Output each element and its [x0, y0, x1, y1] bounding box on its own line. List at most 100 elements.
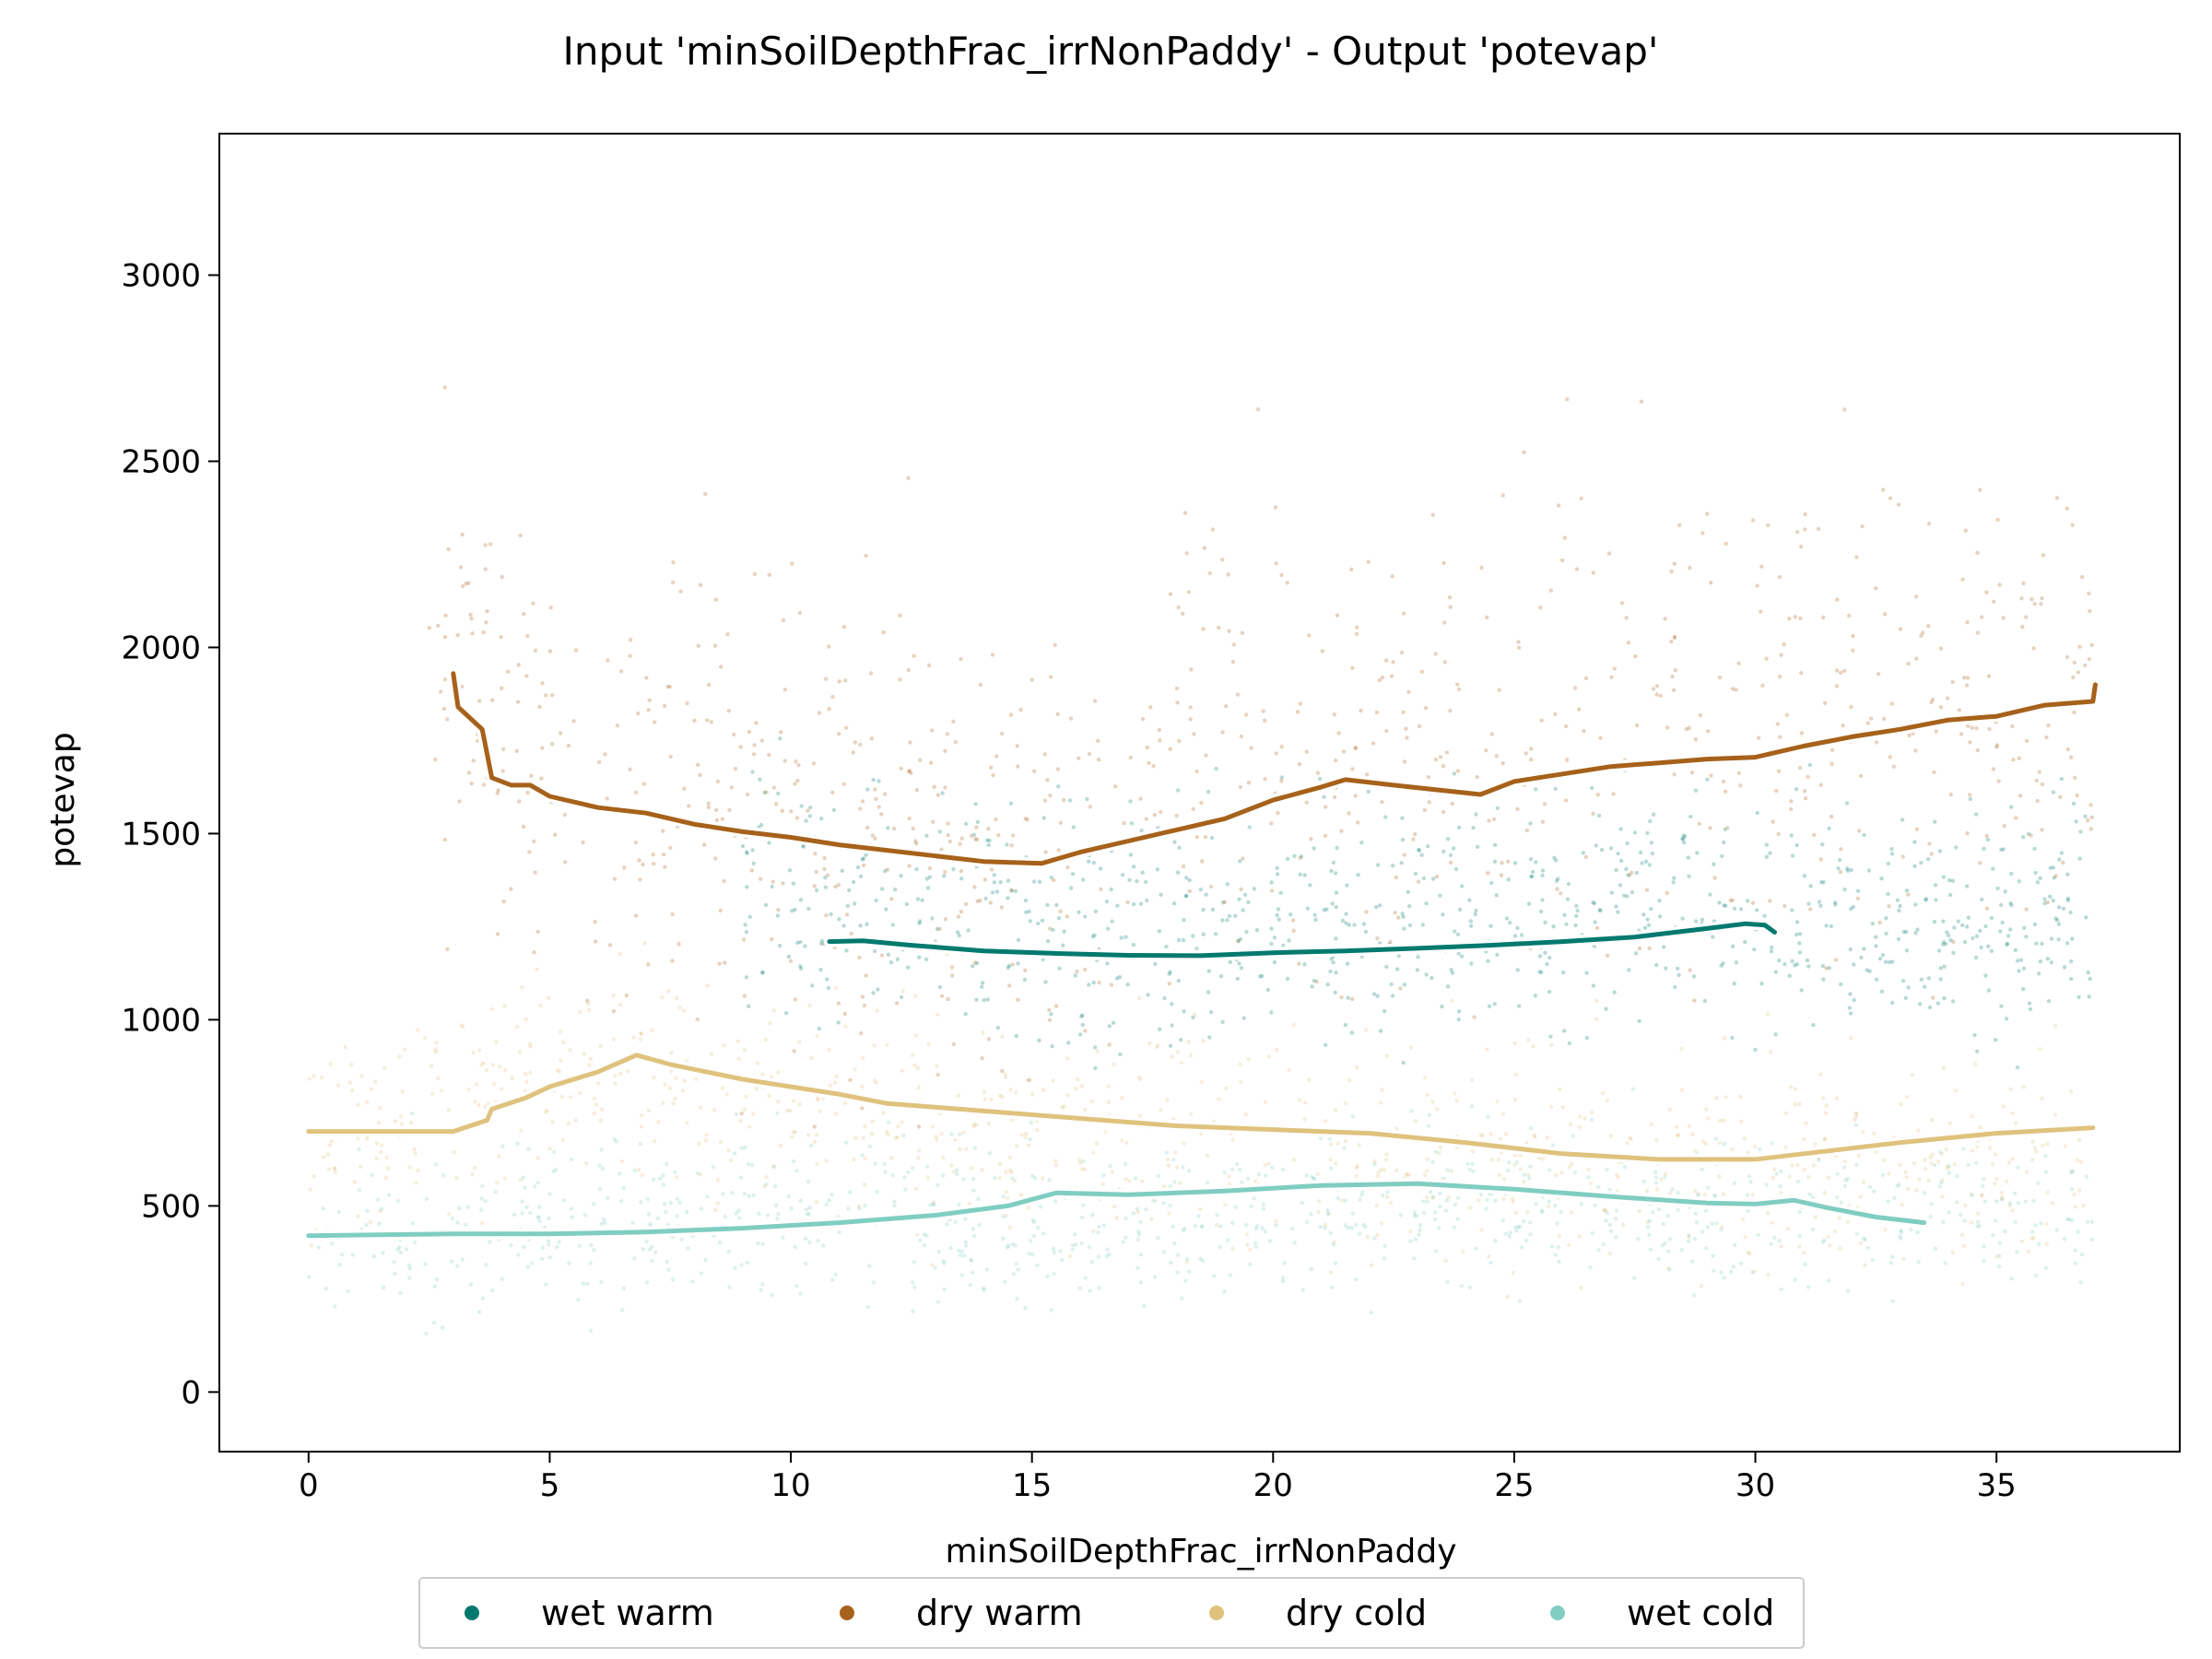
- scatter-point: [1016, 764, 1020, 769]
- scatter-point: [1837, 857, 1842, 863]
- scatter-point: [808, 806, 813, 810]
- scatter-point: [1031, 879, 1037, 884]
- scatter-point: [1123, 1161, 1128, 1167]
- scatter-point: [794, 1284, 799, 1288]
- scatter-point: [1355, 1164, 1359, 1169]
- scatter-point: [1238, 859, 1242, 864]
- scatter-point: [1543, 920, 1547, 924]
- scatter-point: [1521, 1218, 1526, 1224]
- scatter-point: [827, 644, 831, 649]
- scatter-point: [1811, 1023, 1816, 1028]
- scatter-point: [666, 989, 671, 994]
- scatter-point: [1870, 1257, 1875, 1263]
- legend-frame: [418, 1577, 1805, 1649]
- scatter-point: [424, 1331, 429, 1336]
- scatter-point: [1411, 837, 1416, 841]
- scatter-point: [549, 742, 555, 747]
- scatter-point: [386, 1166, 391, 1171]
- scatter-point: [1703, 1141, 1709, 1147]
- scatter-point: [1262, 1206, 1266, 1211]
- scatter-point: [855, 865, 861, 870]
- scatter-point: [804, 1207, 808, 1212]
- scatter-point: [1053, 1159, 1058, 1163]
- scatter-point: [1041, 1088, 1046, 1092]
- scatter-point: [1090, 1213, 1095, 1218]
- scatter-point: [630, 1220, 635, 1226]
- scatter-point: [1702, 998, 1708, 1004]
- scatter-point: [1182, 1141, 1186, 1146]
- scatter-point: [1053, 1004, 1059, 1008]
- scatter-point: [377, 1221, 382, 1227]
- scatter-point: [877, 805, 881, 809]
- scatter-point: [834, 1074, 839, 1079]
- scatter-point: [1522, 1172, 1527, 1177]
- scatter-point: [1964, 884, 1970, 888]
- scatter-point: [1807, 1192, 1812, 1196]
- scatter-point: [1770, 945, 1774, 950]
- scatter-point: [1686, 1239, 1691, 1243]
- scatter-point: [1599, 847, 1605, 853]
- scatter-point: [1048, 926, 1053, 931]
- scatter-point: [1417, 724, 1422, 729]
- scatter-point: [1668, 1191, 1673, 1195]
- scatter-point: [1543, 950, 1547, 955]
- scatter-point: [842, 1011, 847, 1017]
- scatter-point: [1018, 707, 1023, 712]
- scatter-point: [1083, 914, 1088, 919]
- scatter-point: [1382, 1009, 1387, 1014]
- scatter-point: [1152, 812, 1158, 818]
- scatter-point: [1553, 786, 1558, 791]
- scatter-point: [1975, 1224, 1980, 1229]
- scatter-point: [1138, 901, 1144, 906]
- scatter-point: [1372, 1161, 1377, 1167]
- scatter-point: [915, 1065, 920, 1071]
- scatter-point: [1820, 1096, 1826, 1100]
- scatter-point: [943, 785, 947, 790]
- scatter-point: [959, 836, 965, 841]
- scatter-point: [858, 874, 864, 878]
- scatter-point: [1797, 941, 1802, 946]
- scatter-point: [1866, 868, 1872, 873]
- scatter-point: [1876, 672, 1881, 677]
- scatter-point: [779, 730, 783, 735]
- scatter-point: [760, 1241, 765, 1247]
- scatter-point: [713, 856, 718, 861]
- scatter-point: [1845, 1288, 1851, 1293]
- scatter-point: [1486, 959, 1490, 964]
- scatter-point: [1085, 796, 1089, 802]
- scatter-point: [2010, 1111, 2015, 1116]
- scatter-point: [1164, 944, 1169, 949]
- scatter-point: [946, 821, 950, 826]
- scatter-point: [1230, 659, 1236, 665]
- scatter-point: [457, 799, 462, 804]
- scatter-point: [2000, 1194, 2005, 1199]
- scatter-point: [701, 842, 707, 847]
- scatter-point: [408, 1120, 414, 1125]
- scatter-point: [720, 817, 724, 821]
- scatter-point: [1360, 1189, 1365, 1194]
- scatter-point: [1776, 831, 1781, 837]
- scatter-point: [1790, 908, 1794, 912]
- scatter-point: [1579, 1286, 1583, 1290]
- scatter-point: [1832, 900, 1838, 905]
- scatter-point: [1924, 897, 1929, 901]
- scatter-point: [922, 1232, 926, 1237]
- scatter-point: [718, 1240, 723, 1245]
- scatter-point: [432, 1284, 437, 1288]
- scatter-point: [1231, 642, 1237, 647]
- scatter-point: [935, 926, 940, 932]
- scatter-point: [1492, 842, 1498, 847]
- scatter-point: [447, 1211, 452, 1217]
- scatter-point: [1237, 961, 1241, 966]
- scatter-point: [1591, 811, 1595, 816]
- scatter-point: [602, 1220, 607, 1226]
- scatter-point: [1128, 853, 1134, 857]
- scatter-point: [1048, 794, 1053, 798]
- scatter-point: [2085, 818, 2090, 823]
- scatter-point: [621, 1286, 627, 1291]
- scatter-point: [916, 1124, 922, 1129]
- scatter-point: [1206, 969, 1212, 973]
- scatter-point: [1010, 962, 1016, 967]
- scatter-point: [1978, 928, 1983, 934]
- scatter-point: [1006, 896, 1010, 900]
